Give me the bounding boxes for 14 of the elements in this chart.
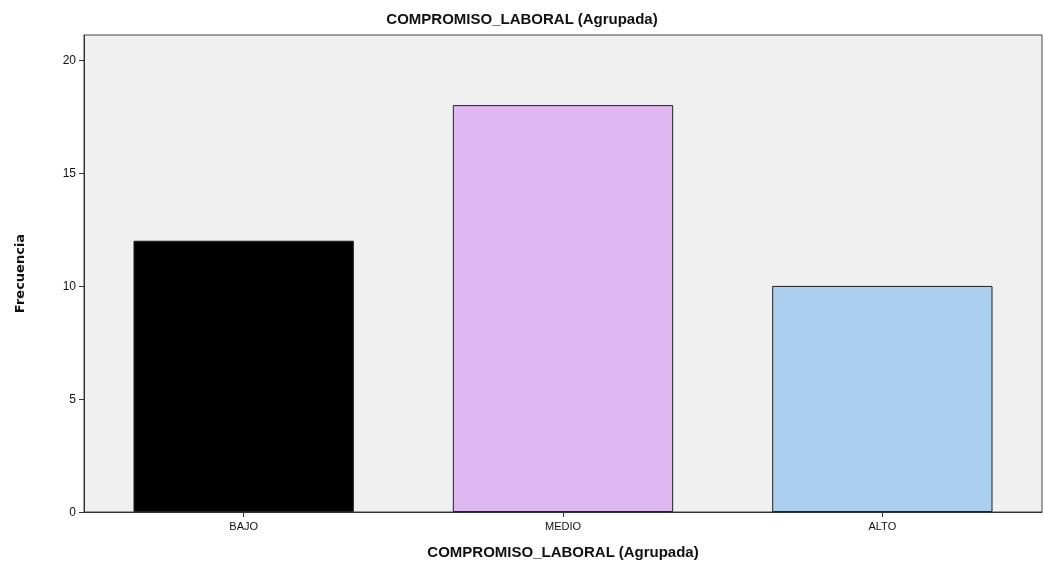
x-tick-label: BAJO [229,519,259,532]
y-tick-label: 0 [69,505,77,519]
y-tick-label: 20 [62,52,77,67]
chart-title: COMPROMISO_LABORAL (Agrupada) [386,10,658,27]
bar [133,240,354,512]
y-tick-label: 15 [62,165,77,180]
y-axis-title: Frecuencia [12,233,27,314]
bar [452,105,674,512]
bar [772,285,993,512]
x-tick-label: MEDIO [544,519,582,532]
x-axis-title: COMPROMISO_LABORAL (Agrupada) [427,543,699,560]
x-tick-label: ALTO [868,519,897,532]
y-tick-label: 5 [69,391,77,406]
y-tick-label: 10 [62,278,77,293]
